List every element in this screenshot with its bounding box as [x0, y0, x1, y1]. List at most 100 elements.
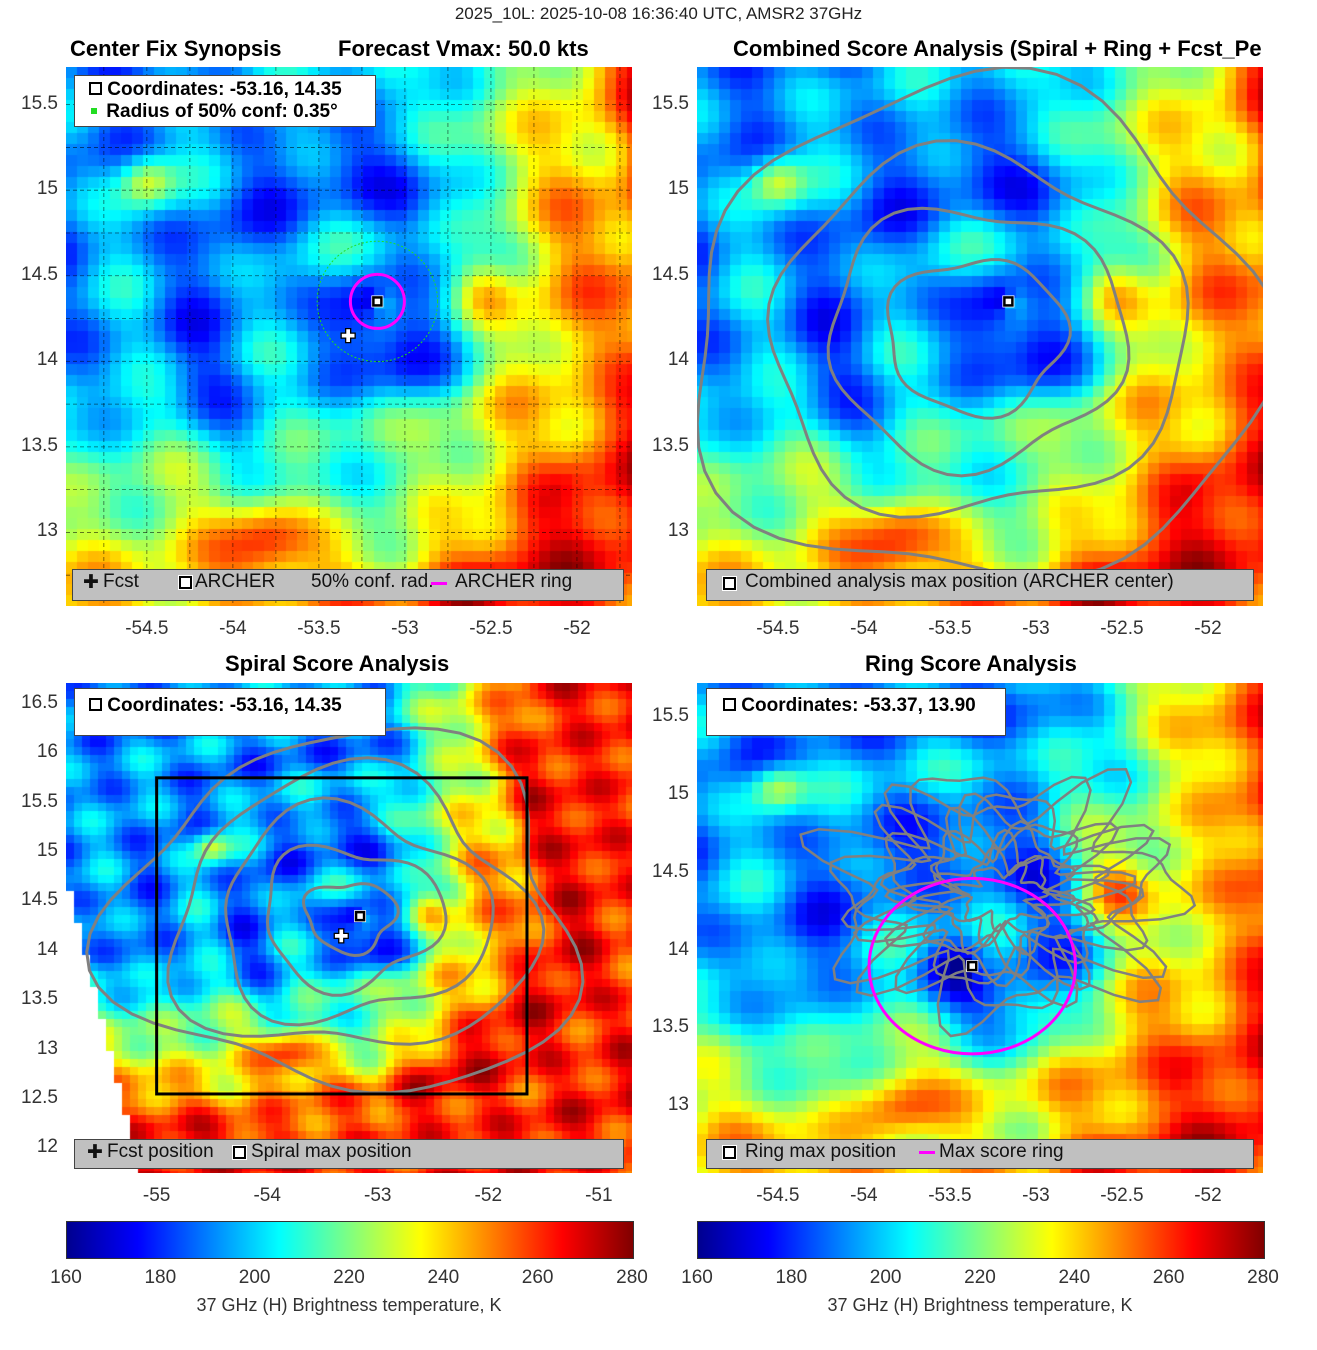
combined-legend-label: Combined analysis max position (ARCHER c… [745, 571, 1174, 592]
y-tick-label: 15 [36, 839, 58, 861]
combined-title: Combined Score Analysis (Spiral + Ring +… [733, 36, 1262, 61]
ring-contour-3 [884, 819, 1111, 977]
y-tick-label: 14 [667, 938, 689, 960]
synopsis-conf-radius: Radius of 50% conf: 0.35° [106, 101, 338, 122]
archer-center-marker [372, 296, 383, 307]
colorbar-tick-label: 160 [681, 1267, 713, 1288]
synopsis-legend: Coordinates: -53.16, 14.35 Radius of 50%… [74, 75, 376, 127]
archer-marker-icon [88, 81, 103, 96]
y-tick-label: 15.5 [652, 705, 689, 727]
combined-heatmap [697, 67, 1263, 606]
ring-contour-8 [799, 768, 1197, 1038]
spiral-marker-icon [88, 697, 103, 712]
y-tick-label: 13 [667, 1094, 689, 1116]
archer-ring [348, 272, 406, 330]
ring-plot[interactable]: Coordinates: -53.37, 13.90 Ring max posi… [697, 683, 1263, 1173]
x-tick-label: -54.5 [756, 618, 800, 639]
x-tick-label: -53.5 [928, 1185, 972, 1206]
colorbar-tick-label: 240 [1058, 1267, 1091, 1288]
x-tick-label: -54.5 [756, 1185, 800, 1206]
legend-conf-label: 50% conf. rad. [311, 571, 434, 592]
combined-contour-1 [826, 206, 1131, 478]
y-tick-label: 14 [667, 349, 689, 371]
colorbar-tick-label: 160 [50, 1267, 82, 1288]
colorbar-tick-label: 260 [521, 1267, 554, 1288]
x-tick-label: -55 [142, 1185, 171, 1206]
spiral-contour-3 [166, 756, 546, 1046]
combined-square-icon [722, 576, 737, 591]
colorbar-right [697, 1221, 1265, 1259]
y-tick-label: 15.5 [21, 92, 58, 114]
synopsis-bottom-legend: ✚ Fcst ARCHER 50% conf. rad. ARCHER ring [72, 569, 624, 601]
combined-plot[interactable]: Combined analysis max position (ARCHER c… [697, 67, 1263, 606]
y-tick-label: 15.5 [652, 92, 689, 114]
ring-title: Ring Score Analysis [865, 651, 1077, 676]
colorbar-tick-label: 240 [427, 1267, 460, 1288]
colorbar-tick-label: 180 [775, 1267, 808, 1288]
colorbar-tick-label: 220 [964, 1267, 996, 1288]
x-tick-label: -52.5 [1100, 618, 1144, 639]
y-tick-label: 14 [36, 938, 58, 960]
colorbar-right-label: 37 GHz (H) Brightness temperature, K [827, 1295, 1133, 1315]
ring-max-marker [967, 960, 978, 972]
max-ring-label: Max score ring [939, 1141, 1064, 1162]
ring-contour-0 [948, 861, 1051, 933]
conf-radius-marker-icon [91, 108, 97, 114]
x-tick-label: -51 [585, 1185, 613, 1206]
colorbar-left [66, 1221, 634, 1259]
y-tick-label: 13.5 [652, 1016, 689, 1038]
synopsis-plot[interactable]: Coordinates: -53.16, 14.35 Radius of 50%… [66, 67, 632, 606]
y-tick-label: 15.5 [21, 790, 58, 812]
ring-overlay [799, 768, 1197, 1056]
y-tick-label: 14 [36, 349, 58, 371]
x-tick-label: -54 [219, 618, 247, 639]
spiral-coordinates: Coordinates: -53.16, 14.35 [107, 695, 342, 716]
figure-suptitle: 2025_10L: 2025-10-08 16:36:40 UTC, AMSR2… [454, 4, 863, 23]
x-tick-label: -52.5 [469, 618, 513, 639]
ring-marker-icon [722, 697, 737, 712]
y-tick-label: 14.5 [21, 263, 58, 285]
y-tick-label: 14.5 [652, 263, 689, 285]
ring-contour-4 [879, 806, 1137, 988]
colorbar-tick-label: 280 [1247, 1267, 1279, 1288]
y-tick-label: 16 [36, 741, 58, 763]
spiral-legend: Coordinates: -53.16, 14.35 [74, 688, 386, 736]
combined-bottom-legend: Combined analysis max position (ARCHER c… [706, 569, 1254, 601]
ring-contour-6 [840, 793, 1155, 1009]
x-tick-label: -52.5 [1100, 1185, 1144, 1206]
ring-contour-5 [852, 792, 1145, 991]
combined-contour-0 [885, 258, 1072, 420]
spiral-max-label: Spiral max position [251, 1141, 412, 1162]
ring-line-icon [431, 582, 447, 585]
ring-square-icon [722, 1145, 737, 1160]
y-tick-label: 16.5 [21, 691, 58, 713]
spiral-contour-0 [301, 882, 400, 958]
x-tick-label: -52 [563, 618, 591, 639]
synopsis-title: Center Fix Synopsis [70, 36, 282, 61]
x-tick-label: -52 [474, 1185, 503, 1206]
spiral-fcst-label: Fcst position [107, 1141, 214, 1162]
conf-radius-circle [316, 240, 439, 363]
search-box [155, 776, 529, 1096]
x-tick-label: -52 [1194, 1185, 1222, 1206]
ring-bottom-legend: Ring max position Max score ring [706, 1139, 1254, 1169]
y-tick-label: 13.5 [21, 434, 58, 456]
colorbar-tick-label: 180 [144, 1267, 177, 1288]
spiral-plot[interactable]: Coordinates: -53.16, 14.35 ✚ Fcst positi… [66, 683, 632, 1173]
colorbar-tick-label: 200 [869, 1267, 902, 1288]
spiral-contour-1 [265, 843, 448, 997]
x-tick-label: -54 [850, 1185, 878, 1206]
legend-archer-label: ARCHER [195, 571, 276, 592]
forecast-marker [340, 327, 356, 344]
ring-contour-7 [829, 775, 1172, 1010]
y-tick-label: 13.5 [652, 434, 689, 456]
y-tick-label: 13.5 [21, 988, 58, 1010]
ring-contour-2 [905, 828, 1097, 957]
colorbar-left-label: 37 GHz (H) Brightness temperature, K [196, 1295, 502, 1315]
spiral-max-marker [354, 910, 366, 922]
x-tick-label: -52 [1194, 618, 1222, 639]
max-score-ring [867, 876, 1077, 1056]
colorbar-tick-label: 280 [616, 1267, 648, 1288]
combined-contour-2 [766, 139, 1190, 519]
spiral-fcst-plus-icon: ✚ [87, 1142, 103, 1163]
